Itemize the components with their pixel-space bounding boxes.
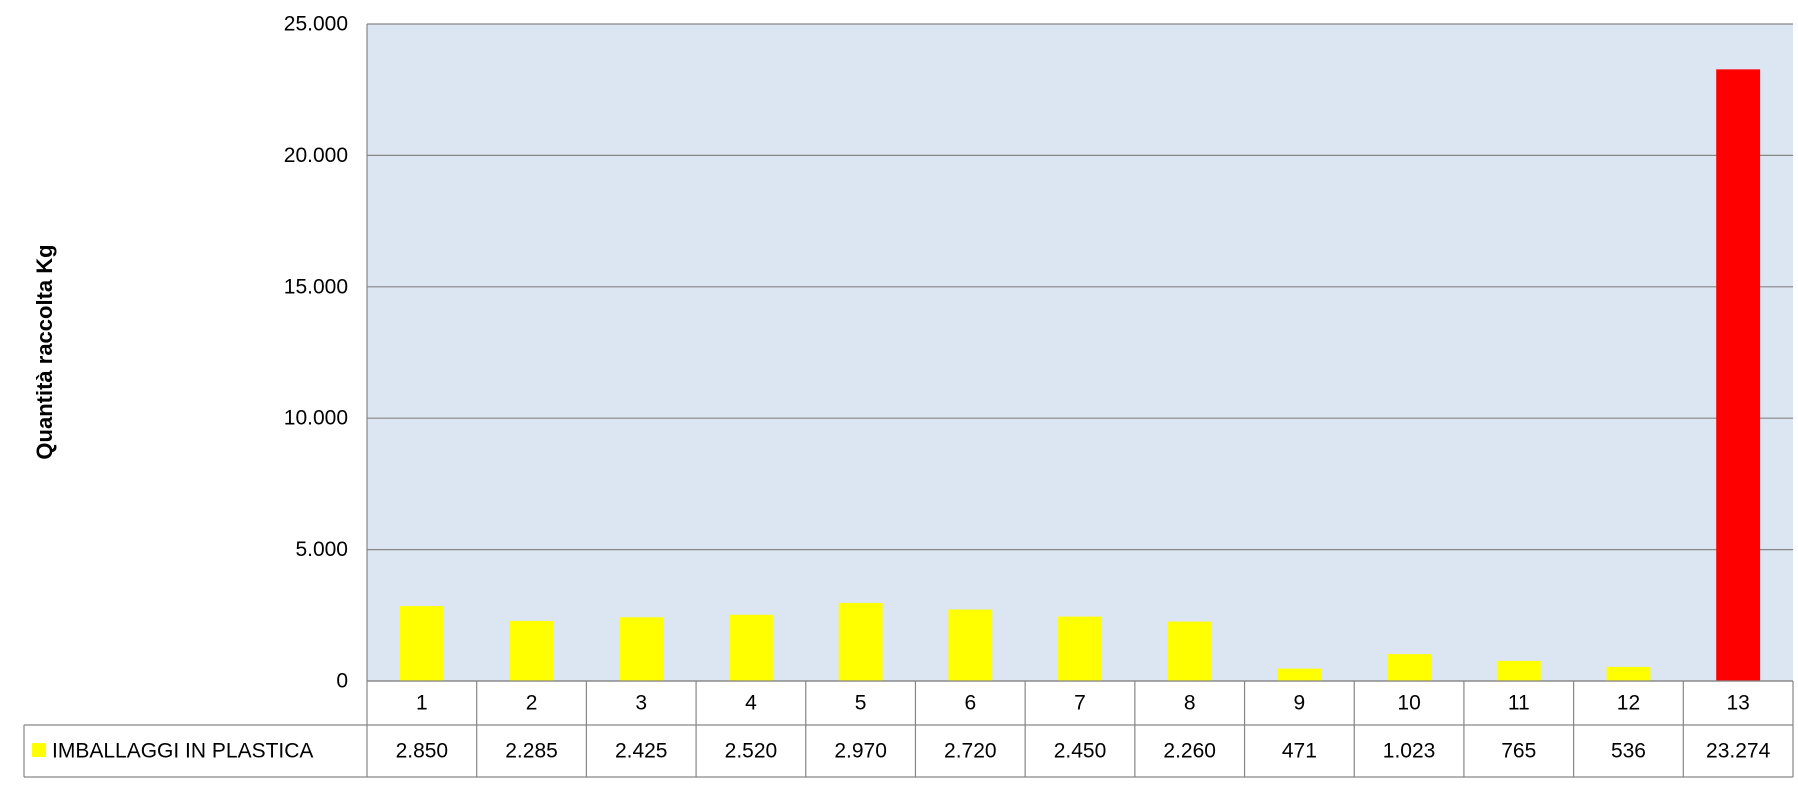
y-tick-label: 20.000 bbox=[284, 144, 348, 167]
bar bbox=[1058, 616, 1102, 681]
data-label: 536 bbox=[1611, 740, 1646, 763]
plot-area bbox=[367, 24, 1793, 681]
bar bbox=[838, 602, 883, 681]
data-label: 1.023 bbox=[1383, 740, 1436, 763]
data-label: 2.260 bbox=[1163, 740, 1216, 763]
bar bbox=[619, 617, 664, 681]
y-tick-label: 10.000 bbox=[284, 407, 348, 430]
x-tick-label: 5 bbox=[855, 692, 867, 715]
x-tick-label: 11 bbox=[1508, 692, 1530, 715]
data-label: 2.970 bbox=[834, 740, 887, 763]
x-tick-label: 2 bbox=[526, 692, 538, 715]
legend-label: IMBALLAGGI IN PLASTICA bbox=[52, 740, 313, 763]
bars bbox=[399, 69, 1761, 682]
y-tick-label: 0 bbox=[336, 670, 348, 693]
data-label: 2.285 bbox=[505, 740, 558, 763]
y-axis-label: Quantità raccolta Kg bbox=[32, 244, 57, 459]
x-tick-label: 12 bbox=[1617, 692, 1640, 715]
bar bbox=[1716, 69, 1761, 682]
x-tick-label: 7 bbox=[1074, 692, 1086, 715]
x-tick-label: 9 bbox=[1294, 692, 1306, 715]
x-tick-label: 13 bbox=[1726, 692, 1749, 715]
data-label: 2.450 bbox=[1054, 740, 1107, 763]
data-label: 2.850 bbox=[396, 740, 449, 763]
y-tick-label: 5.000 bbox=[295, 538, 348, 561]
x-tick-label: 3 bbox=[635, 692, 647, 715]
x-tick-label: 10 bbox=[1397, 692, 1420, 715]
data-label: 2.425 bbox=[615, 740, 668, 763]
data-label: 765 bbox=[1501, 740, 1536, 763]
y-axis-ticks: 0 5.000 10.000 15.000 20.000 25.000 bbox=[284, 13, 348, 693]
bar bbox=[509, 620, 554, 681]
data-label: 471 bbox=[1282, 740, 1317, 763]
legend-swatch bbox=[32, 743, 46, 757]
x-tick-label: 4 bbox=[745, 692, 757, 715]
bar bbox=[1496, 660, 1541, 681]
bar bbox=[728, 614, 773, 681]
bar bbox=[1387, 654, 1432, 681]
data-label: 23.274 bbox=[1706, 740, 1771, 763]
bar bbox=[1277, 668, 1322, 681]
x-tick-label: 8 bbox=[1184, 692, 1196, 715]
x-tick-label: 1 bbox=[416, 692, 428, 715]
data-table: 1 2.850 2 2.285 3 2.425 4 2.520 5 2.970 6 2.720 7 2.4… bbox=[23, 680, 1794, 778]
data-label: 2.520 bbox=[725, 740, 778, 763]
bar bbox=[1606, 666, 1651, 681]
data-label: 2.720 bbox=[944, 740, 997, 763]
x-tick-label: 6 bbox=[964, 692, 976, 715]
bar bbox=[948, 609, 993, 681]
bar bbox=[1167, 621, 1212, 681]
y-tick-label: 15.000 bbox=[284, 275, 348, 298]
y-tick-label: 25.000 bbox=[284, 13, 348, 36]
bar bbox=[399, 606, 444, 681]
